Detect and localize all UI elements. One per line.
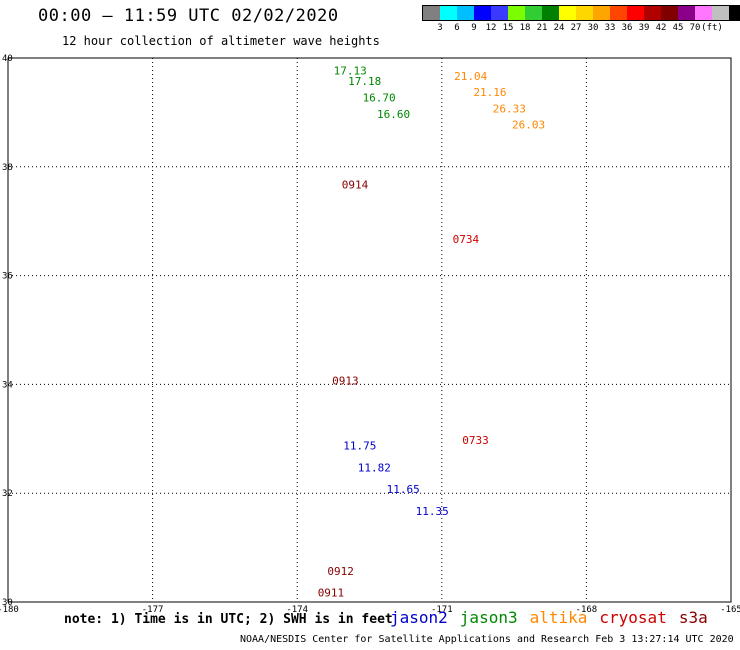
color-swatch: [474, 6, 491, 20]
satellite-legend-item: altika: [529, 608, 588, 627]
latitude-tick-label: 40: [2, 54, 13, 64]
wave-height-label: 11.65: [387, 483, 420, 496]
longitude-tick-label: -180: [0, 605, 19, 615]
color-scale-label: 30: [587, 23, 599, 33]
color-swatch: [678, 6, 695, 20]
color-scale-label: 33: [604, 23, 616, 33]
color-scale-legend: 3 6 9 12 15 18 21 24 27 30 33 36 39 42 45 70 (ft): [422, 5, 740, 35]
wave-height-label: 0733: [462, 434, 489, 447]
longitude-tick-label: -165: [720, 605, 740, 615]
wave-height-label: 21.16: [473, 86, 506, 99]
wave-height-label: 26.03: [512, 119, 545, 132]
latitude-tick-label: 36: [2, 272, 13, 282]
color-swatch: [627, 6, 644, 20]
color-scale-label: 39: [638, 23, 650, 33]
longitude-tick-label: -174: [286, 605, 308, 615]
longitude-tick-label: -177: [142, 605, 164, 615]
wave-height-label: 11.75: [343, 440, 376, 453]
credit-line: NOAA/NESDIS Center for Satellite Applica…: [240, 634, 734, 645]
color-scale-label: 27: [570, 23, 582, 33]
latitude-tick-label: 32: [2, 489, 13, 499]
wave-height-label: 21.04: [454, 70, 487, 83]
color-swatch: [712, 6, 729, 20]
color-swatch: [508, 6, 525, 20]
satellite-legend-item: cryosat: [599, 608, 667, 627]
color-swatch: [593, 6, 610, 20]
latitude-tick-label: 38: [2, 163, 13, 173]
satellite-legend-item: s3a: [678, 608, 708, 627]
color-swatch: [610, 6, 627, 20]
satellite-legend-item: jason3: [459, 608, 518, 627]
color-swatch: [491, 6, 508, 20]
footer-note: note: 1) Time is in UTC; 2) SWH is in fe…: [64, 612, 393, 627]
latitude-tick-label: 30: [2, 598, 13, 608]
color-scale-label: 24: [553, 23, 565, 33]
wave-height-label: 0912: [327, 565, 354, 578]
color-scale-labels: 3 6 9 12 15 18 21 24 27 30 33 36 39 42 45 70 (ft): [422, 21, 740, 35]
wave-height-label: 17.18: [348, 75, 381, 88]
satellite-legend: jason2 jason3 altika cryosat s3a: [390, 608, 720, 627]
color-scale-label: 9: [471, 23, 477, 33]
latitude-tick-label: 34: [2, 380, 13, 390]
wave-height-label: 0914: [342, 179, 369, 192]
color-swatch: [423, 6, 440, 20]
color-swatch: [440, 6, 457, 20]
color-scale-label: (ft): [701, 23, 723, 33]
wave-height-label: 0911: [318, 587, 345, 600]
color-swatch: [661, 6, 678, 20]
wave-height-label: 26.33: [493, 102, 526, 115]
longitude-tick-label: -171: [431, 605, 453, 615]
color-swatch: [457, 6, 474, 20]
color-scale-label: 12: [485, 23, 497, 33]
color-swatch: [525, 6, 542, 20]
color-scale-label: 21: [536, 23, 548, 33]
page-title: 00:00 – 11:59 UTC 02/02/2020: [38, 6, 339, 26]
wave-height-label: 11.82: [358, 461, 391, 474]
color-scale-label: 15: [502, 23, 514, 33]
wave-height-label: 11.35: [416, 505, 449, 518]
map-frame: [7, 57, 732, 603]
color-scale-label: 6: [454, 23, 460, 33]
color-swatch: [695, 6, 712, 20]
color-scale-label: 18: [519, 23, 531, 33]
color-scale-label: 42: [655, 23, 667, 33]
color-scale-label: 3: [437, 23, 443, 33]
color-scale-label: 45: [672, 23, 684, 33]
satellite-legend-item: jason2: [390, 608, 448, 627]
color-scale-label: 36: [621, 23, 633, 33]
color-scale-bar: [422, 5, 740, 21]
wave-height-label: 0734: [453, 233, 480, 246]
page-subtitle: 12 hour collection of altimeter wave hei…: [62, 34, 380, 48]
wave-height-label: 16.70: [363, 92, 396, 105]
color-swatch: [644, 6, 661, 20]
color-swatch: [559, 6, 576, 20]
color-swatch: [729, 6, 740, 20]
color-swatch: [576, 6, 593, 20]
wave-height-label: 16.60: [377, 108, 410, 121]
longitude-tick-label: -168: [576, 605, 598, 615]
wave-height-label: 17.13: [334, 64, 367, 77]
wave-height-label: 0913: [332, 374, 359, 387]
color-scale-label: 70: [689, 23, 701, 33]
color-swatch: [542, 6, 559, 20]
